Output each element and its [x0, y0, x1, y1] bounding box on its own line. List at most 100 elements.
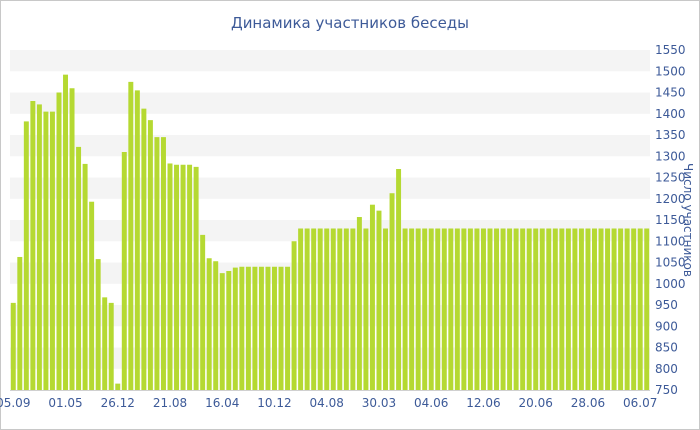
- bar: [193, 166, 199, 390]
- bar: [174, 164, 180, 390]
- bar: [141, 108, 147, 391]
- bar: [76, 146, 82, 390]
- bar: [428, 228, 434, 390]
- bar: [115, 383, 121, 390]
- x-tick-label: 30.03: [362, 396, 396, 410]
- bar: [226, 271, 232, 390]
- bar: [291, 241, 297, 390]
- y-tick-label: 1300: [655, 149, 686, 163]
- bar: [376, 210, 382, 390]
- bar: [278, 266, 284, 390]
- bar: [134, 90, 140, 390]
- bar: [644, 228, 650, 390]
- bar: [592, 228, 597, 390]
- bar: [213, 261, 219, 390]
- y-tick-label: 800: [655, 362, 678, 376]
- bar: [559, 228, 565, 390]
- bar: [520, 228, 526, 390]
- x-tick-label: 26.12: [101, 396, 135, 410]
- y-tick-label: 900: [655, 319, 678, 333]
- y-tick-label: 1100: [655, 234, 686, 248]
- bar: [448, 228, 454, 390]
- y-tick-label: 1150: [655, 213, 686, 227]
- bar: [89, 201, 95, 390]
- bar: [324, 228, 330, 390]
- bar: [467, 228, 473, 390]
- bar: [539, 228, 545, 390]
- grid-band: [10, 50, 650, 72]
- y-tick-label: 850: [655, 341, 678, 355]
- bar: [317, 228, 323, 390]
- bar: [409, 228, 415, 390]
- bar: [631, 228, 637, 390]
- bar: [108, 302, 114, 390]
- bar: [461, 228, 467, 390]
- bar: [402, 228, 408, 390]
- bar: [389, 193, 395, 390]
- bar: [23, 121, 29, 391]
- bar: [330, 228, 336, 390]
- bar: [69, 88, 75, 390]
- bar: [311, 228, 317, 390]
- x-tick-label: 04.06: [414, 396, 448, 410]
- bar: [10, 302, 16, 390]
- bar: [272, 266, 277, 390]
- bar: [383, 228, 388, 390]
- bar: [95, 259, 101, 390]
- bar: [565, 228, 571, 390]
- bar: [30, 101, 36, 390]
- grid-band: [10, 177, 650, 199]
- bar: [396, 169, 402, 390]
- bar: [337, 228, 343, 390]
- bar: [258, 266, 264, 390]
- y-tick-label: 1400: [655, 107, 686, 121]
- bar: [63, 74, 68, 391]
- bar: [572, 228, 578, 390]
- y-tick-label: 1200: [655, 192, 686, 206]
- bar: [239, 266, 245, 390]
- bar: [415, 228, 421, 390]
- bar: [507, 228, 513, 390]
- bar: [618, 228, 624, 390]
- bar: [624, 228, 630, 390]
- bar: [160, 137, 166, 390]
- bar: [422, 228, 428, 390]
- x-tick-label: 05.09: [0, 396, 30, 410]
- bar: [480, 228, 486, 390]
- bar: [49, 111, 55, 390]
- y-tick-label: 750: [655, 383, 678, 397]
- y-tick-label: 1550: [655, 43, 686, 57]
- bar: [500, 228, 506, 390]
- y-tick-label: 1250: [655, 171, 686, 185]
- y-tick-label: 950: [655, 298, 678, 312]
- bar: [285, 266, 291, 390]
- y-tick-label: 1500: [655, 64, 686, 78]
- bar: [167, 163, 173, 390]
- y-tick-label: 1450: [655, 86, 686, 100]
- bar: [598, 228, 604, 390]
- bar: [546, 228, 552, 390]
- bar: [441, 228, 447, 390]
- bar: [232, 267, 238, 390]
- bar: [17, 256, 23, 390]
- bar: [494, 228, 500, 390]
- bar: [102, 297, 108, 390]
- bar: [526, 228, 532, 390]
- grid-band: [10, 92, 650, 114]
- bar: [637, 228, 643, 390]
- bar: [219, 273, 225, 390]
- x-tick-label: 06.07: [623, 396, 657, 410]
- x-tick-label: 01.05: [48, 396, 82, 410]
- bar: [82, 163, 88, 390]
- bar: [435, 228, 441, 390]
- x-tick-label: 12.06: [466, 396, 500, 410]
- bar: [552, 228, 558, 390]
- bar: [585, 228, 591, 390]
- bar: [474, 228, 480, 390]
- bar: [187, 164, 193, 390]
- bar: [605, 228, 611, 390]
- grid-band: [10, 135, 650, 157]
- y-tick-label: 1000: [655, 277, 686, 291]
- chart-title: Динамика участников беседы: [230, 14, 470, 32]
